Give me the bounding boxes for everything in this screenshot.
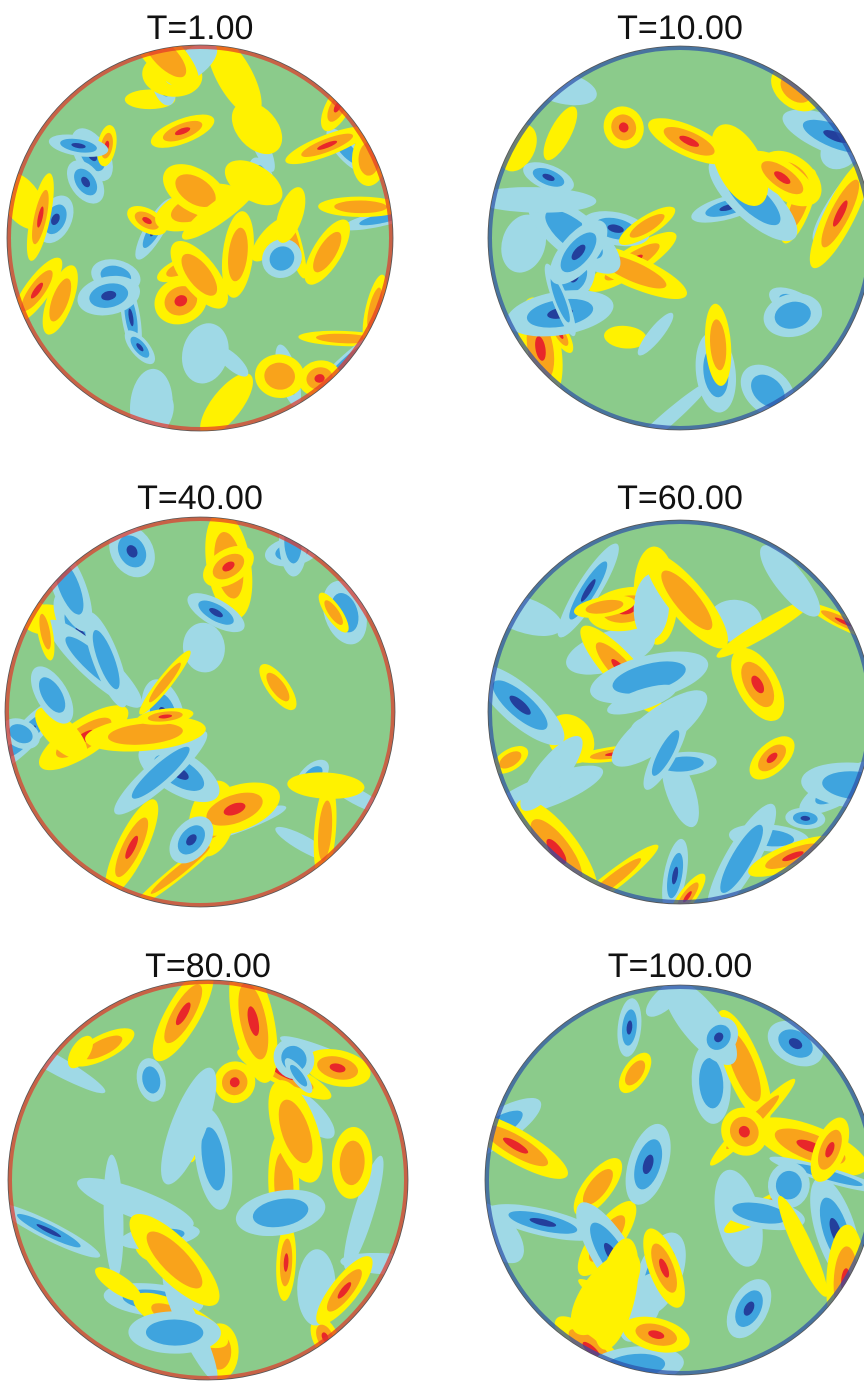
vorticity-field xyxy=(0,11,433,444)
vorticity-field xyxy=(435,968,864,1393)
vorticity-field xyxy=(465,520,864,924)
panel-title: T=40.00 xyxy=(137,479,263,517)
vorticity-field xyxy=(474,46,864,466)
panel-title: T=60.00 xyxy=(617,479,743,517)
vorticity-field xyxy=(0,955,432,1385)
page: Vorticity snapshots {"panels": [ {"title… xyxy=(0,0,864,1393)
panel-title: T=10.00 xyxy=(617,9,743,47)
figure: T=1.00 T=10.00 T=40.00 T=60.00 T=80.00 T=100.… xyxy=(0,0,864,1393)
vorticity-field xyxy=(0,508,395,914)
panel-title: T=1.00 xyxy=(147,9,254,47)
page-body: T=1.00 T=10.00 T=40.00 T=60.00 T=80.00 T=100.… xyxy=(0,0,864,1393)
panel-title: T=80.00 xyxy=(145,947,271,985)
panel-title: T=100.00 xyxy=(608,947,753,985)
